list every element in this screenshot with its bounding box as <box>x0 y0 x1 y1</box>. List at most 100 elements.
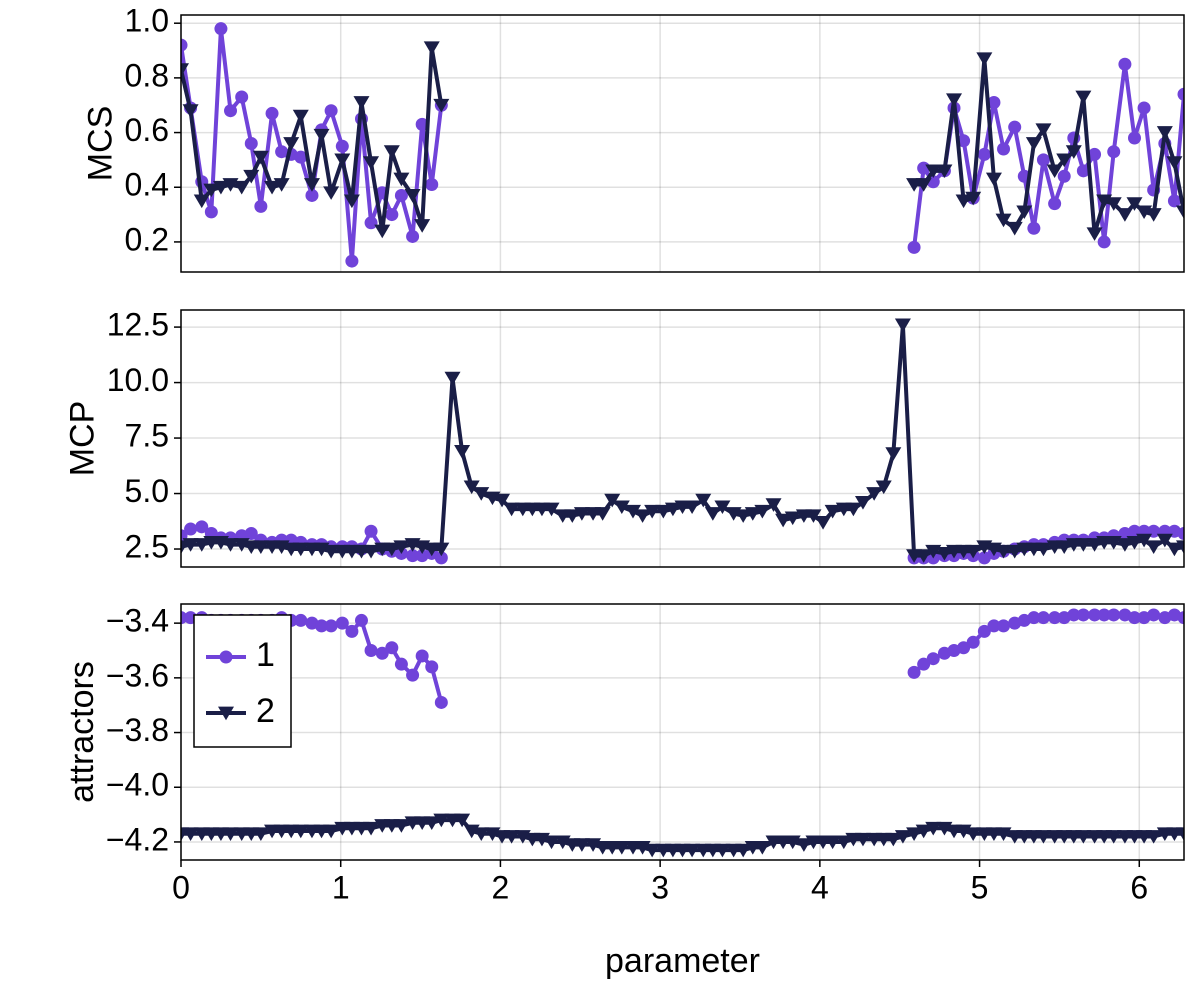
point <box>1167 194 1181 208</box>
point <box>454 813 471 828</box>
point <box>1105 197 1122 211</box>
series-line <box>181 322 1184 558</box>
point <box>997 142 1011 156</box>
point <box>1176 827 1184 841</box>
point <box>181 38 188 52</box>
point <box>323 544 340 559</box>
point <box>294 150 308 164</box>
point <box>1006 221 1023 236</box>
point <box>235 90 249 104</box>
point <box>997 619 1011 633</box>
point <box>1088 608 1102 622</box>
point <box>1177 87 1184 101</box>
y-tick-label: 2.5 <box>125 528 169 564</box>
point <box>292 824 309 839</box>
point <box>383 542 400 557</box>
point <box>433 542 450 557</box>
point <box>363 544 380 559</box>
point <box>1145 208 1162 222</box>
y-tick-label: −4.0 <box>106 767 169 803</box>
point <box>203 183 220 198</box>
point <box>1008 120 1022 134</box>
point <box>494 493 511 508</box>
axes-frame <box>180 14 1185 273</box>
point <box>1097 235 1111 249</box>
point <box>219 650 233 664</box>
point <box>473 827 490 841</box>
legend-label: 2 <box>256 692 275 730</box>
y-tick-label: 7.5 <box>125 418 169 454</box>
point <box>824 504 841 519</box>
point <box>433 98 450 113</box>
point <box>1088 147 1102 161</box>
point <box>613 841 630 855</box>
point <box>714 843 731 858</box>
legend-label: 1 <box>256 636 275 674</box>
point <box>463 480 480 495</box>
point <box>1065 145 1082 159</box>
point <box>957 134 971 148</box>
point <box>1177 526 1184 540</box>
y-tick-label: 10.0 <box>107 362 169 398</box>
point <box>824 835 841 850</box>
point <box>393 540 410 555</box>
point <box>965 827 982 841</box>
point <box>634 509 651 523</box>
point <box>875 480 892 495</box>
point <box>907 240 921 254</box>
point <box>1056 153 1073 168</box>
point <box>684 843 701 858</box>
point <box>364 216 378 230</box>
panel: 0.2 0.4 0.6 0.8 1.0 MCS <box>82 3 1185 273</box>
point <box>885 832 902 847</box>
point <box>1048 197 1062 211</box>
y-axis-label: MCS <box>82 106 120 182</box>
y-tick-label: −4.2 <box>106 821 169 857</box>
y-tick-label: 0.2 <box>125 221 169 257</box>
point <box>613 500 630 515</box>
point <box>784 511 801 526</box>
point <box>364 643 378 657</box>
point <box>1176 205 1184 220</box>
x-tick-label: 5 <box>971 869 989 905</box>
point <box>644 843 661 858</box>
point <box>1035 123 1052 138</box>
y-axis-label: MCP <box>64 401 102 477</box>
point <box>375 646 389 660</box>
point <box>425 178 439 192</box>
point <box>987 95 1001 109</box>
point <box>1027 221 1041 235</box>
point <box>1126 197 1143 211</box>
point <box>434 551 448 565</box>
point <box>273 178 290 192</box>
point <box>936 164 953 179</box>
point <box>393 819 410 833</box>
point <box>915 549 932 563</box>
x-tick-label: 3 <box>651 869 669 905</box>
point <box>193 194 210 209</box>
point <box>977 624 991 638</box>
point <box>744 507 761 521</box>
y-tick-label: 12.5 <box>107 307 169 343</box>
point <box>364 524 378 538</box>
point <box>323 186 340 200</box>
point <box>1075 538 1092 552</box>
point <box>292 109 309 124</box>
y-axis-label: attractors <box>63 661 101 803</box>
point <box>404 189 421 203</box>
point <box>1145 540 1162 555</box>
point <box>181 63 189 77</box>
point <box>406 549 420 563</box>
point <box>252 827 269 841</box>
point <box>925 821 942 836</box>
point <box>915 824 932 839</box>
point <box>805 509 822 523</box>
point <box>624 504 641 519</box>
y-tick-label: −3.6 <box>106 657 169 693</box>
point <box>1176 540 1184 555</box>
point <box>1048 611 1062 625</box>
point <box>214 22 228 36</box>
point <box>926 652 940 666</box>
point <box>294 613 308 627</box>
point <box>1025 137 1042 151</box>
